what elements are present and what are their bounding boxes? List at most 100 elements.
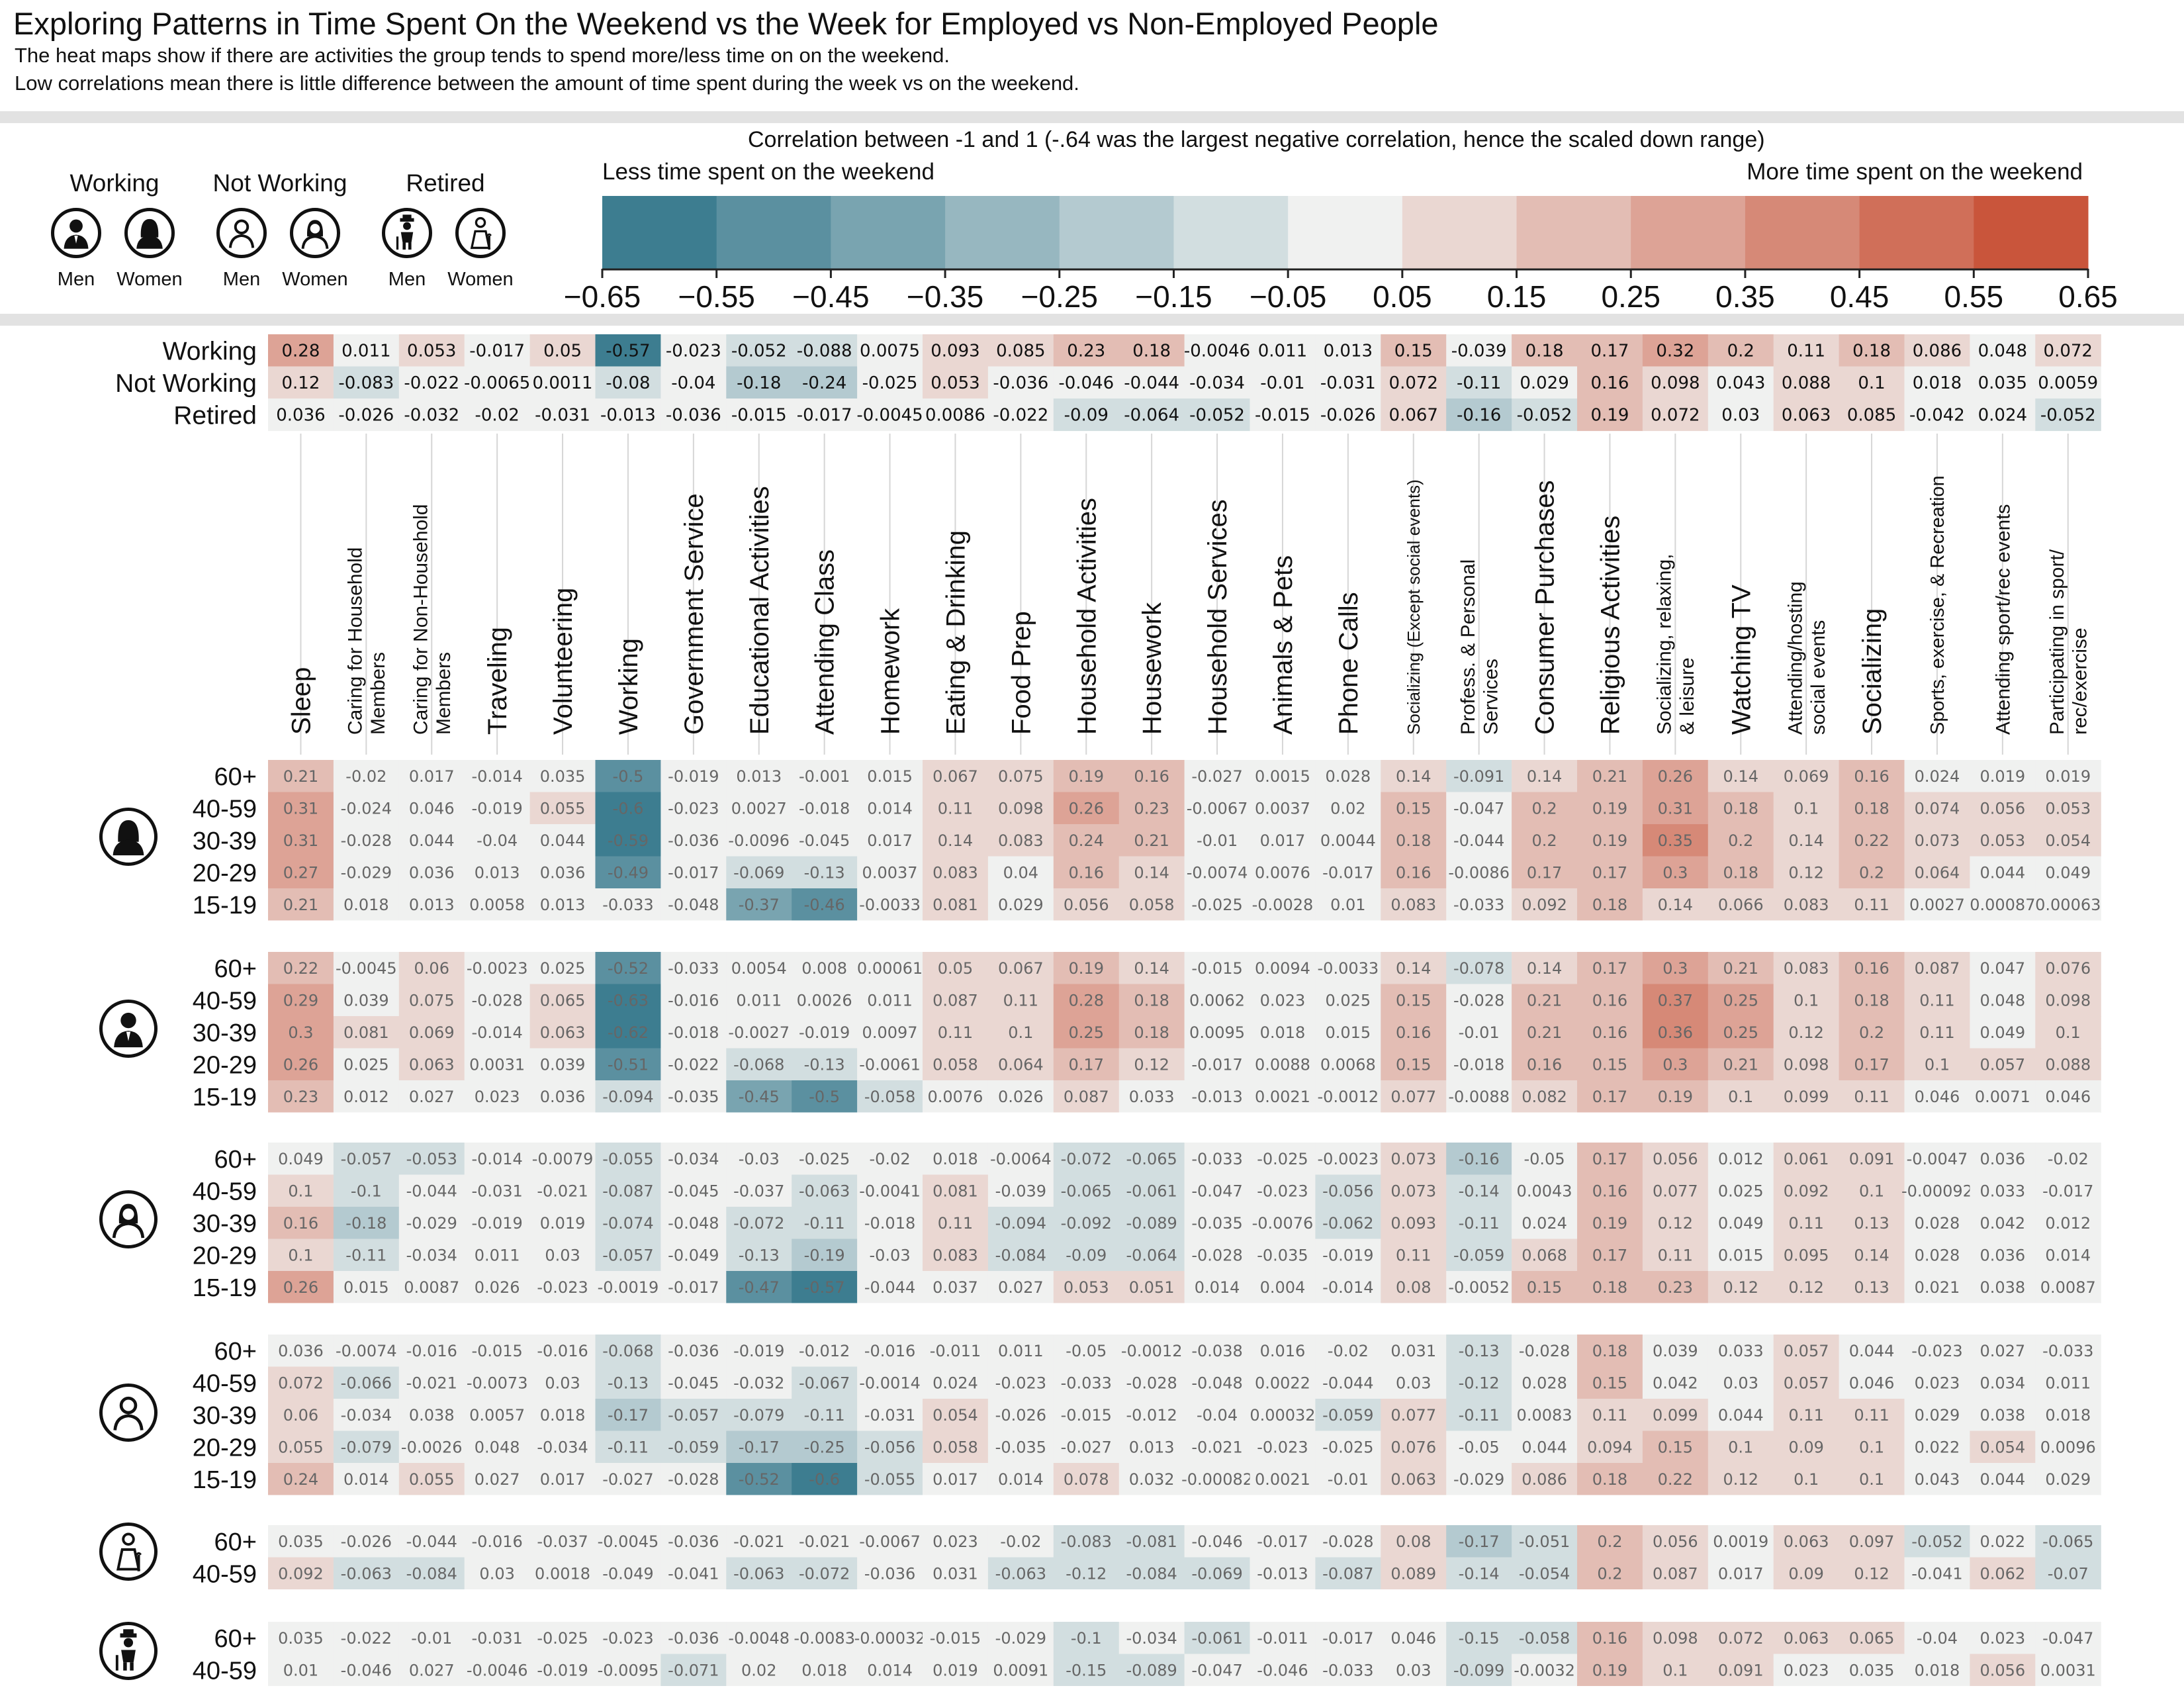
heatmap-cell-value: 0.013 [475,863,520,882]
heatmap-cell-value: 0.094 [1587,1438,1633,1456]
heatmap-cell [1904,1143,1970,1176]
heatmap-cell [1250,952,1316,985]
heatmap-cell-value: 0.22 [1854,831,1889,850]
color-scale-bin [1288,196,1403,269]
heatmap-cell [268,1463,334,1496]
heatmap-cell [529,952,596,985]
heatmap-cell-value: -0.065 [1126,1150,1177,1168]
heatmap-cell-value: 0.087 [933,991,978,1009]
heatmap-cell [1970,952,2036,985]
heatmap-cell [1773,399,1840,432]
legend-retired-women-label: Women [447,269,514,290]
heatmap-cell-value: -0.029 [341,863,392,882]
heatmap-cell-value: 0.31 [283,799,318,818]
heatmap-cell-value: 0.072 [1389,373,1438,393]
heatmap-cell-value: 0.00087 [1970,896,2035,914]
heatmap-cell-value: 0.017 [540,1470,586,1489]
heatmap-cell [1315,1239,1381,1272]
heatmap-cell [1707,1335,1774,1368]
heatmap-cell [1184,399,1251,432]
heatmap-cell-value: 0.1 [288,1246,313,1264]
heatmap-cell-value: 0.11 [1592,1406,1627,1425]
heatmap-cell-value: 0.069 [1784,767,1829,786]
heatmap-cell [857,984,923,1017]
heatmap-cell-value: 0.18 [1854,799,1889,818]
heatmap-cell-value: 0.017 [1718,1564,1764,1583]
heatmap-cell [1970,1048,2036,1081]
heatmap-cell [726,984,792,1017]
column-header: Socializing [1858,608,1887,735]
heatmap-cell [1184,1239,1251,1272]
heatmap-cell-value: -0.036 [668,1629,719,1648]
heatmap-cell [2035,760,2101,793]
heatmap-cell [1446,1430,1512,1464]
heatmap-cell [1381,984,1447,1017]
heatmap-cell-value: -0.063 [733,1564,784,1583]
heatmap-cell-value: -0.089 [1126,1214,1177,1233]
heatmap-cell [1512,1430,1578,1464]
heatmap-cell-value: 0.18 [1396,831,1431,850]
panel-not-working-women: 0.049 -0.057 -0.053 -0.014 -0.0079 -0.055 -0.0… [193,1143,2101,1305]
heatmap-cell-value: 0.2 [1531,831,1557,850]
heatmap-cell [923,366,989,399]
heatmap-cell [1250,1143,1316,1176]
color-scale-bin [602,196,717,269]
heatmap-cell-value: -0.023 [1257,1438,1308,1456]
heatmap-cell [1577,1207,1643,1240]
heatmap-cell-value: -0.048 [668,1214,719,1233]
heatmap-cell-value: -0.011 [930,1342,981,1360]
heatmap-cell-value: 0.063 [540,1023,586,1042]
heatmap-cell-value: 0.064 [998,1055,1044,1074]
heatmap-cell [1773,1016,1840,1049]
heatmap-cell-value: -0.067 [799,1374,850,1392]
heatmap-cell [1707,792,1774,825]
heatmap-cell [529,792,596,825]
heatmap-cell-value: 0.15 [1394,342,1433,361]
heatmap-cell [1707,1463,1774,1496]
heatmap-cell-value: -0.022 [993,406,1048,426]
heatmap-cell-value: 0.018 [1260,1023,1306,1042]
heatmap-cell [1577,334,1643,367]
heatmap-cell [1250,856,1316,889]
heatmap-cell [1184,1525,1251,1558]
heatmap-cell [1315,856,1381,889]
heatmap-cell-value: -0.015 [930,1629,981,1648]
heatmap-cell [268,399,334,432]
heatmap-cell-value: -0.019 [537,1661,588,1679]
heatmap-cell-value: -0.01 [411,1629,452,1648]
heatmap-cell-value: -0.025 [799,1150,850,1168]
heatmap-cell [1904,1174,1970,1207]
heatmap-cell [1970,334,2036,367]
heatmap-cell-value: -0.083 [338,373,394,393]
heatmap-cell [1315,1048,1381,1081]
heatmap-cell [398,334,465,367]
heatmap-cell [1118,1463,1185,1496]
heatmap-cell-value: -0.0083 [794,1629,855,1648]
heatmap-cell-value: -0.023 [1911,1342,1962,1360]
heatmap-cell-value: -0.0028 [1252,896,1314,914]
heatmap-cell [1839,1430,1905,1464]
heatmap-cell [2035,1174,2101,1207]
heatmap-cell [987,1430,1054,1464]
heatmap-cell [595,1622,661,1655]
heatmap-cell-value: 0.16 [1396,863,1431,882]
heatmap-cell-value: 0.027 [998,1278,1044,1297]
heatmap-cell [1707,1622,1774,1655]
heatmap-cell [1642,1174,1709,1207]
heatmap-cell-value: -0.063 [995,1564,1046,1583]
heatmap-cell-value: -0.062 [1322,1214,1373,1233]
heatmap-cell-value: -0.021 [406,1374,457,1392]
heatmap-cell-value: -0.18 [737,373,781,393]
heatmap-cell-value: -0.015 [471,1342,522,1360]
heatmap-cell-value: 0.028 [1325,767,1371,786]
heatmap-cell [1184,1048,1251,1081]
heatmap-cell-value: -0.063 [341,1564,392,1583]
heatmap-cell-value: 0.0027 [1909,896,1965,914]
heatmap-cell-value: 0.1 [1794,991,1819,1009]
heatmap-cell [1315,399,1381,432]
heatmap-cell [660,366,727,399]
heatmap-cell [1118,1399,1185,1432]
heatmap-cell-value: 0.091 [1849,1150,1895,1168]
column-header: Food Prep [1007,611,1036,735]
heatmap-cell [1512,1654,1578,1687]
